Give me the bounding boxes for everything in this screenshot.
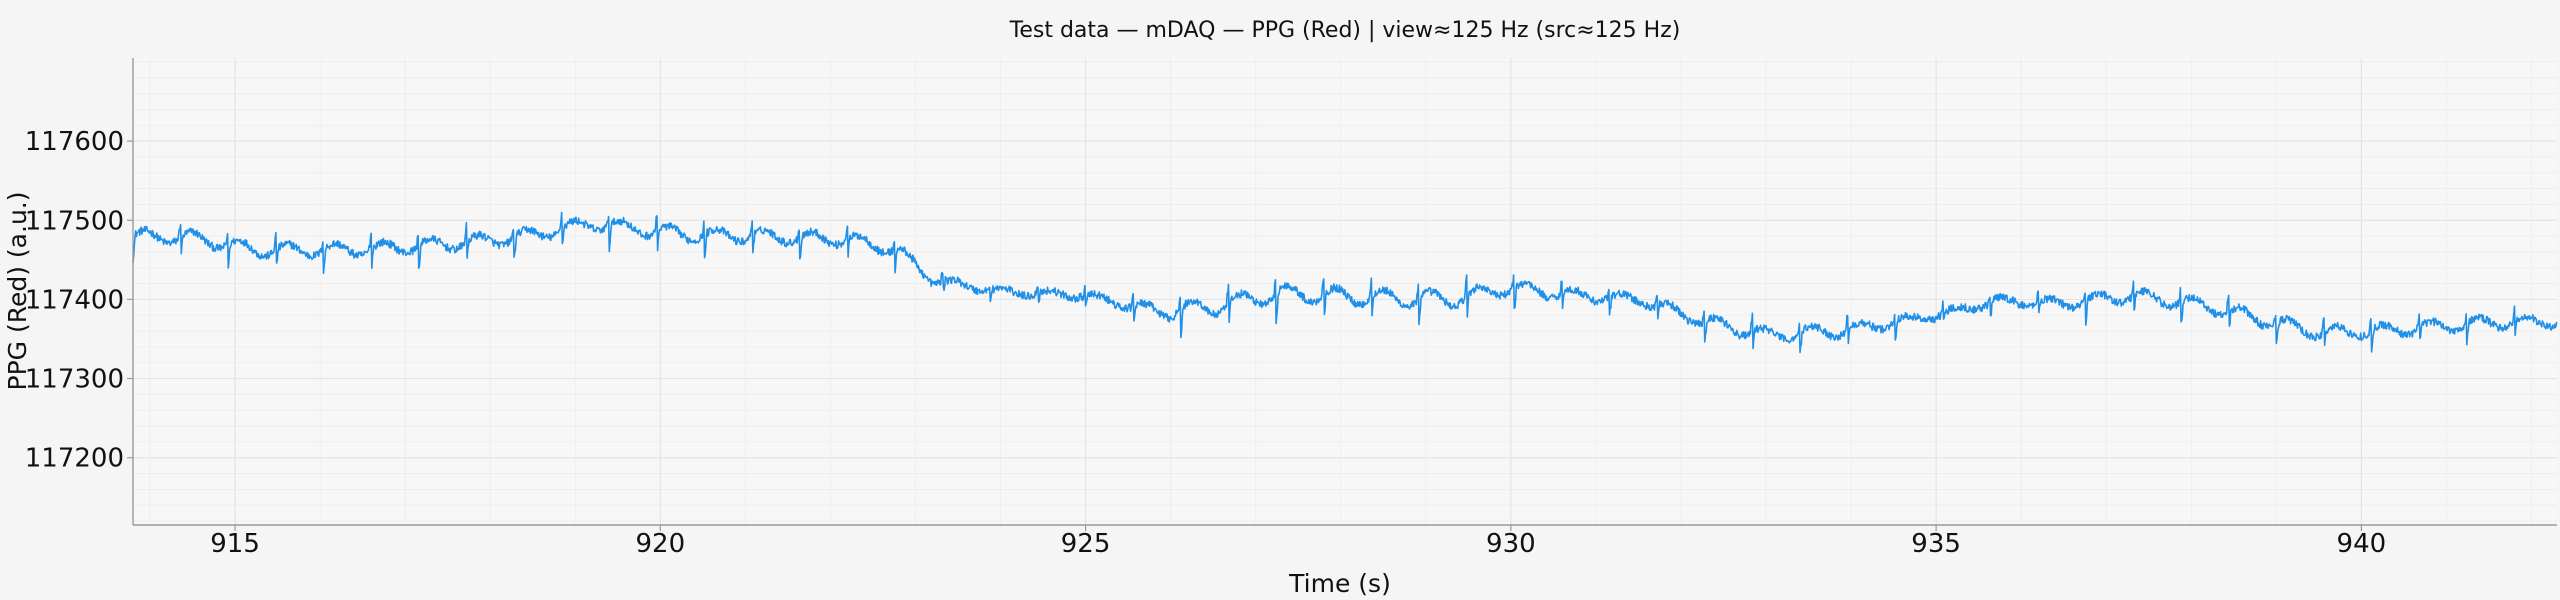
x-tick-label: 935 <box>1911 529 1961 559</box>
y-tick-label: 117200 <box>25 444 124 474</box>
x-axis-label: Time (s) <box>1288 569 1391 598</box>
data-layer <box>132 211 2558 354</box>
ppg-red-series-line <box>132 211 2558 354</box>
x-tick-label: 915 <box>210 529 260 559</box>
axes <box>127 58 2557 531</box>
y-tick-label: 117300 <box>25 365 124 395</box>
x-tick-label: 940 <box>2337 529 2387 559</box>
chart-title: Test data — mDAQ — PPG (Red) | view≈125 … <box>1009 18 1681 43</box>
y-tick-label: 117600 <box>25 127 124 157</box>
x-tick-label: 920 <box>636 529 686 559</box>
x-tick-label: 925 <box>1061 529 1111 559</box>
y-tick-label: 117400 <box>25 285 124 315</box>
tick-labels: 915 920 925 930 935 940 117200 117300 117400 1175… <box>25 127 2386 559</box>
y-axis-label: PPG (Red) (a.u.) <box>3 192 32 391</box>
grid <box>133 58 2557 525</box>
x-tick-label: 930 <box>1486 529 1536 559</box>
y-tick-label: 117500 <box>25 206 124 236</box>
